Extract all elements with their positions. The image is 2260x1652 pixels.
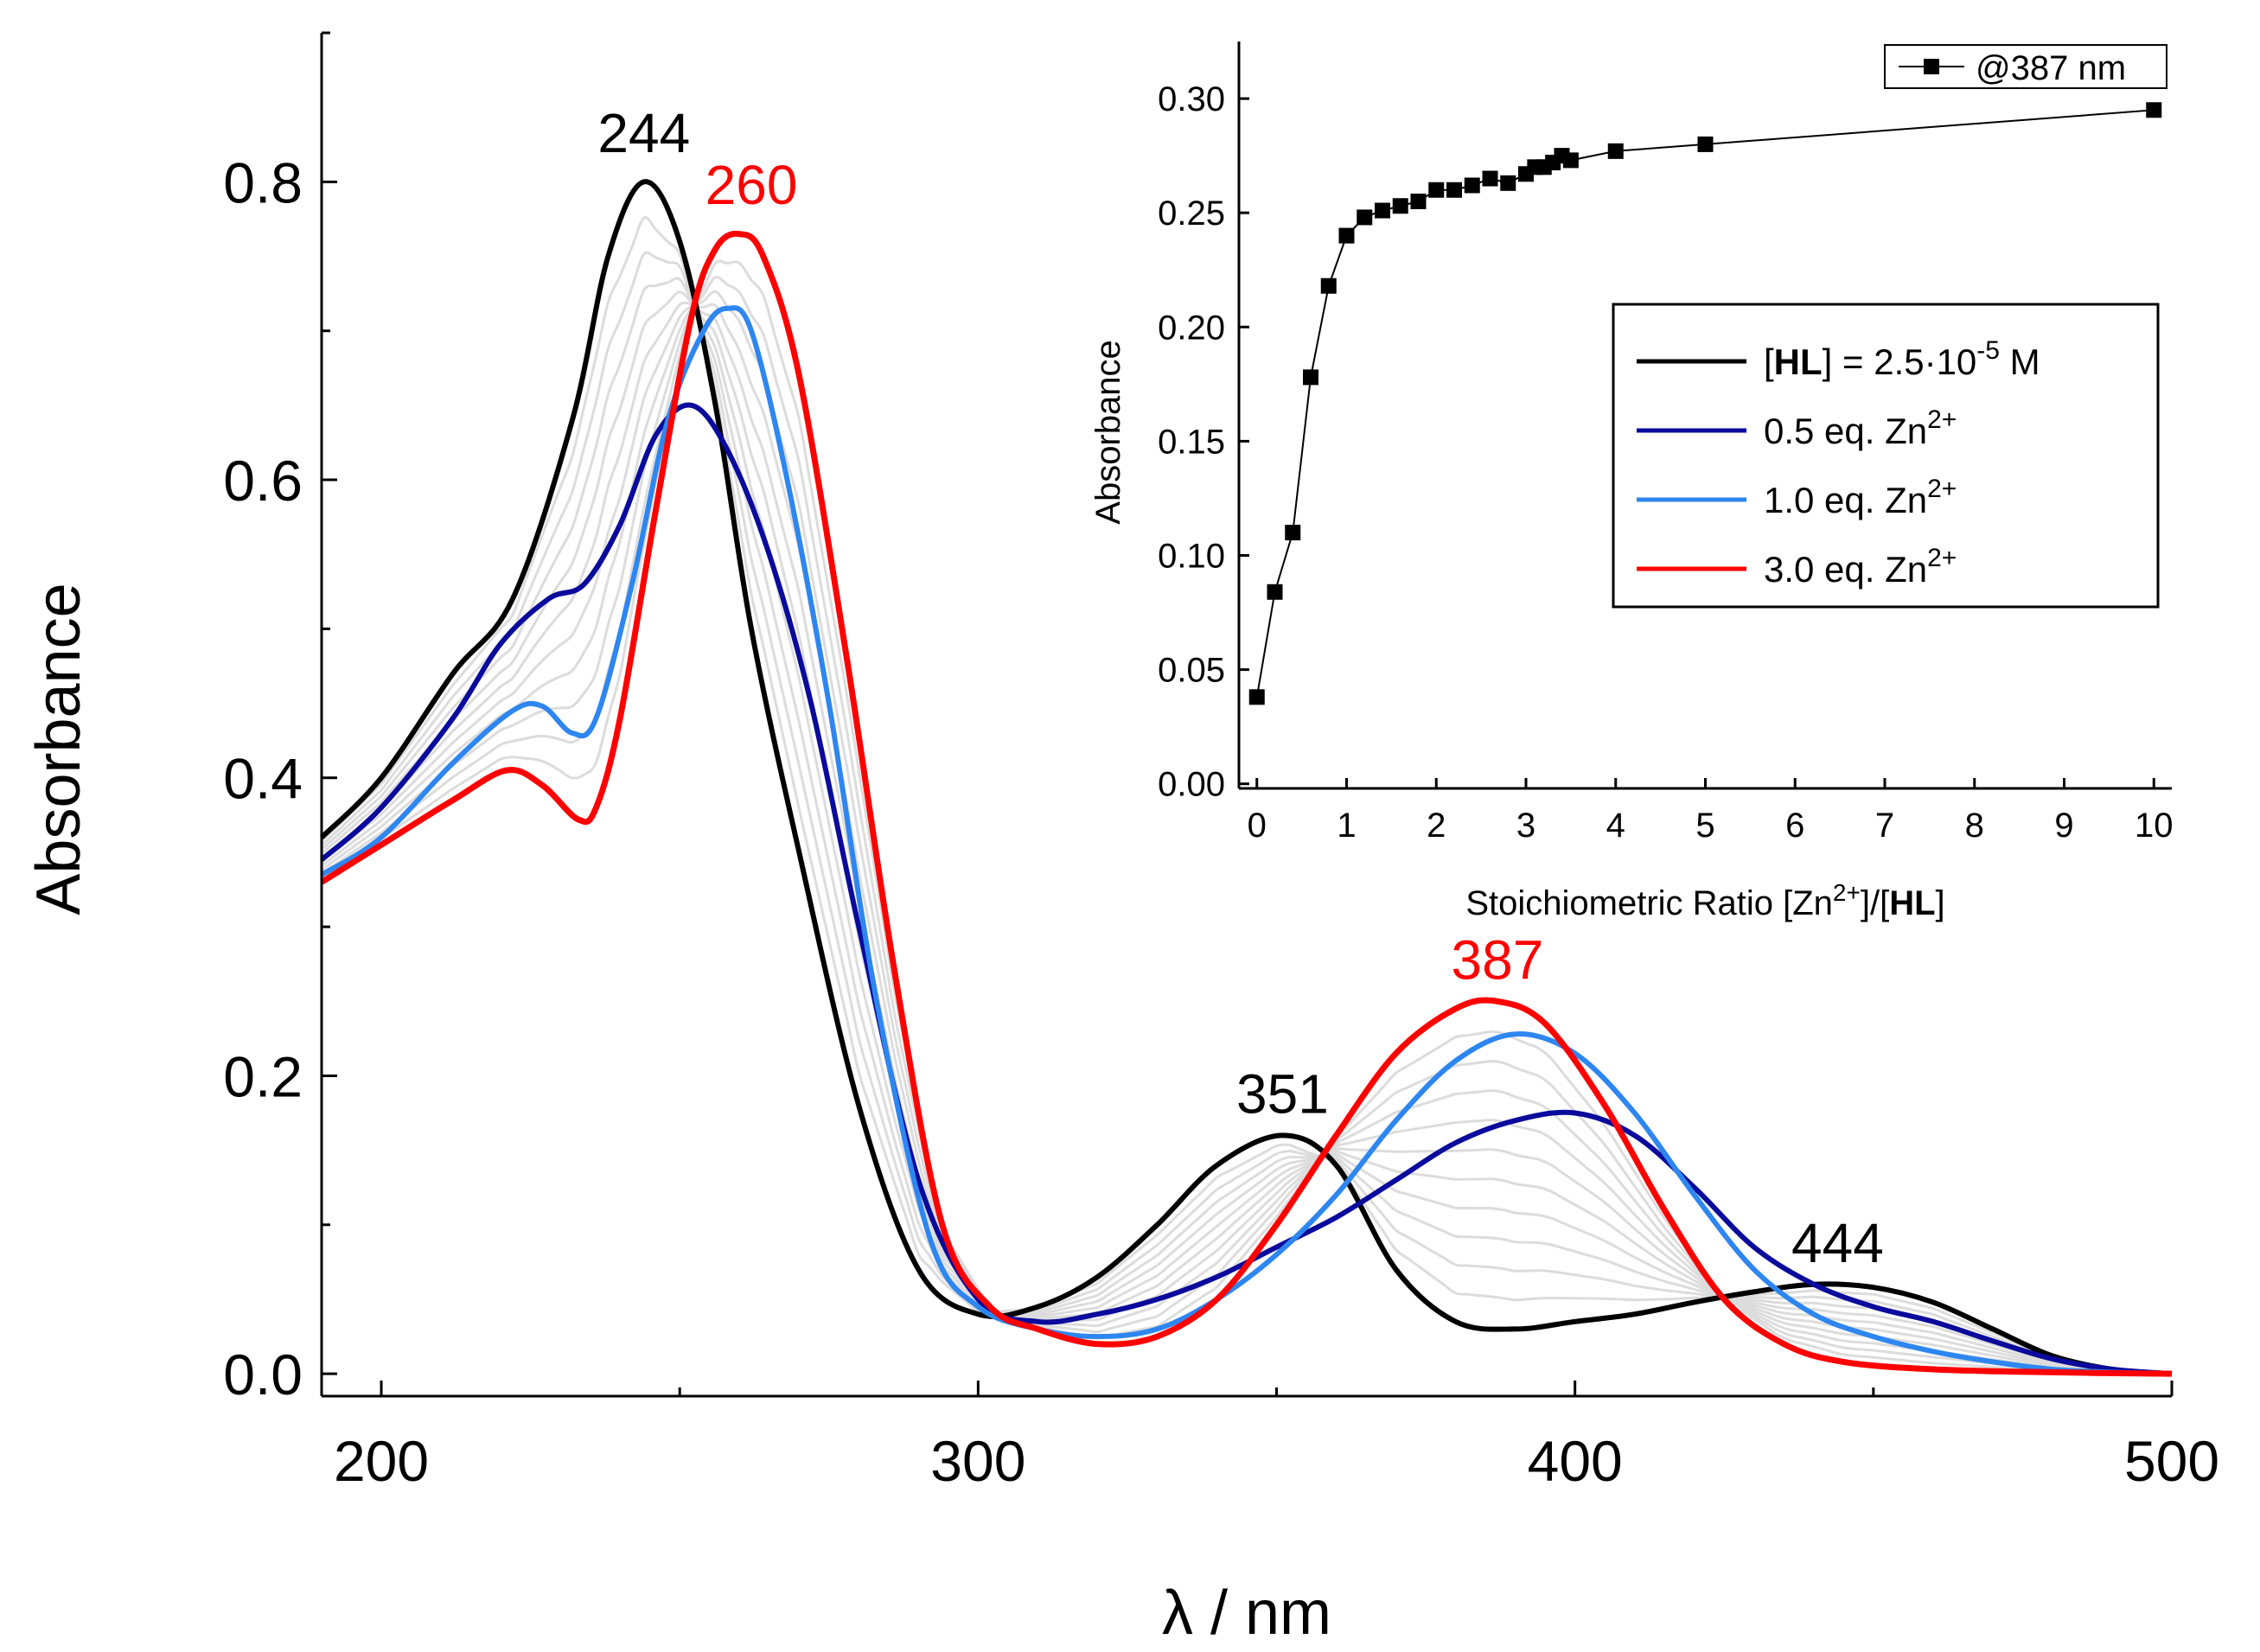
series-line-1: [320, 402, 2173, 1377]
inset-data-point: [1375, 202, 1390, 219]
intermediate-curve: [320, 216, 2173, 1375]
inset-legend-label: @387 nm: [1976, 49, 2126, 87]
inset-plot: 0.00 0.05 0.10 0.15 0.20 0.25 0.30 0 1 2 3 4 5 6 7 8 9 10…: [1089, 41, 2174, 922]
legend-label-part: 0.5 eq. Zn: [1764, 411, 1927, 451]
inset-data-point: [1410, 193, 1427, 209]
inset-x-title-part: ]: [1936, 884, 1945, 922]
peak-label: 351: [1236, 1063, 1329, 1126]
inset-data-point: [1320, 277, 1337, 294]
inset-x-title-bold: HL: [1889, 884, 1935, 922]
intermediate-curve: [321, 301, 2173, 1375]
inset-y-tick-label: 0.05: [1158, 652, 1225, 690]
inset-data-point: [1446, 182, 1462, 198]
intermediate-curve: [321, 290, 2173, 1375]
main-y-tick-label: 0.8: [223, 150, 303, 214]
main-x-axis-title: λ / nm: [1162, 1579, 1331, 1648]
inset-data-point: [1428, 182, 1445, 198]
legend-label-part: 3.0 eq. Zn: [1764, 549, 1927, 590]
intermediate-curve: [321, 276, 2173, 1375]
legend-label-sup: -5: [1976, 336, 2000, 365]
inset-x-tick-label: 9: [2054, 807, 2073, 845]
legend-label-sup: 2+: [1927, 544, 1957, 572]
inset-y-tick-label: 0.00: [1158, 766, 1225, 804]
main-x-tick-label: 200: [334, 1429, 429, 1493]
legend: [HL] = 2.5·10-5 M0.5 eq. Zn2+1.0 eq. Zn2…: [1612, 303, 2160, 609]
intermediate-curve: [321, 305, 2173, 1375]
main-y-tick-label: 0.4: [223, 747, 303, 811]
inset-data-point: [1500, 175, 1516, 191]
inset-data-point: [1562, 152, 1579, 169]
inset-y-axis-title: Absorbance: [1089, 340, 1127, 524]
inset-x-title-sup: 2+: [1833, 879, 1861, 906]
inset-x-tick-label: 4: [1606, 807, 1625, 845]
legend-label-part: M: [2000, 341, 2040, 382]
inset-y-tick-label: 0.15: [1158, 423, 1225, 461]
inset-x-tick-label: 8: [1965, 807, 1984, 845]
inset-x-tick-label: 7: [1875, 807, 1894, 845]
inset-data-point: [1464, 177, 1480, 194]
inset-data-point: [1607, 143, 1624, 159]
inset-data-point: [1338, 227, 1355, 244]
main-y-tick-label: 0.2: [223, 1044, 303, 1108]
inset-y-tick-label: 0.30: [1158, 80, 1225, 118]
legend-label: [HL] = 2.5·10-5 M: [1764, 336, 2040, 382]
inset-x-title-part: Stoichiometric Ratio [Zn: [1465, 884, 1833, 922]
inset-data-point: [1482, 170, 1498, 187]
inset-data-point: [1248, 689, 1265, 705]
inset-y-tick-label: 0.25: [1158, 195, 1225, 233]
intermediate-curve: [320, 277, 2173, 1375]
inset-x-title-part: ]/[: [1861, 884, 1889, 922]
main-x-tick-label: 400: [1528, 1429, 1623, 1493]
inset-y-tick-label: 0.10: [1158, 537, 1225, 575]
intermediate-curve: [321, 290, 2173, 1375]
series-line-0: [319, 179, 2173, 1377]
inset-x-tick-label: 2: [1427, 807, 1446, 845]
inset-legend-marker: [1924, 59, 1939, 74]
inset-data-point: [1392, 198, 1408, 214]
legend-label-part: [: [1764, 341, 1774, 382]
inset-x-tick-label: 0: [1248, 807, 1267, 845]
inset-data-point: [1697, 136, 1714, 152]
legend-label-part: ] = 2.5·10: [1823, 341, 1977, 382]
inset-y-tick-label: 0.20: [1158, 309, 1225, 347]
legend-label: 1.0 eq. Zn2+: [1764, 475, 1957, 520]
legend-label-part: 1.0 eq. Zn: [1764, 480, 1927, 520]
inset-x-tick-label: 3: [1516, 807, 1535, 845]
inset-data-point: [1267, 584, 1283, 600]
main-x-tick-label: 300: [930, 1429, 1025, 1493]
main-y-axis-title: Absorbance: [24, 583, 93, 915]
inset-data-point: [1303, 369, 1318, 386]
main-y-tick-label: 0.6: [223, 449, 303, 513]
main-plot: 0.0 0.2 0.4 0.6 0.8 200 300 400 500 λ / nm Absorba…: [24, 31, 2219, 1648]
main-y-tick-label: 0.0: [223, 1343, 303, 1406]
peak-label: 387: [1452, 928, 1544, 991]
inset-data-point: [1357, 209, 1373, 226]
inset-x-tick-label: 6: [1785, 807, 1804, 845]
legend-label: 3.0 eq. Zn2+: [1764, 544, 1957, 590]
legend-label: 0.5 eq. Zn2+: [1764, 405, 1957, 451]
series-line-3: [320, 230, 2173, 1377]
peak-label: 260: [705, 154, 798, 216]
legend-label-sup: 2+: [1927, 475, 1957, 503]
legend-box: [1612, 303, 2160, 609]
inset-data-point: [1285, 525, 1301, 541]
inset-x-tick-label: 1: [1337, 807, 1356, 845]
inset-x-tick-label: 5: [1695, 807, 1714, 845]
peak-label: 444: [1791, 1212, 1884, 1274]
inset-x-axis-title: Stoichiometric Ratio [Zn2+]/[HL]: [1465, 879, 1944, 922]
legend-label-sup: 2+: [1927, 405, 1957, 434]
inset-data-point: [2146, 102, 2162, 118]
main-x-tick-label: 500: [2124, 1429, 2219, 1493]
inset-x-tick-label: 10: [2135, 807, 2174, 845]
peak-label: 244: [597, 102, 690, 164]
legend-label-bold: HL: [1774, 341, 1823, 382]
